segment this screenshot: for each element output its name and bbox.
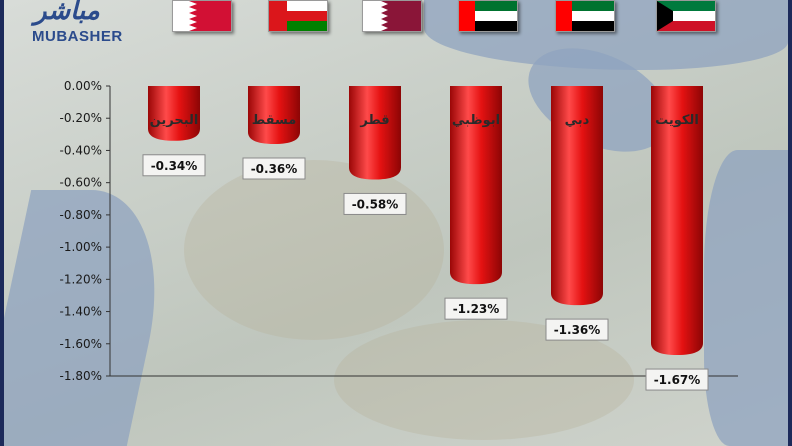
category-label: قطر xyxy=(359,113,389,128)
y-tick-label: -1.60% xyxy=(60,337,102,351)
land-shade-1 xyxy=(184,160,444,340)
data-label: -0.36% xyxy=(251,162,298,176)
category-label: البحرين xyxy=(150,113,199,128)
y-tick-label: -1.80% xyxy=(60,369,102,383)
logo-english: MUBASHER xyxy=(32,28,123,45)
data-label-box xyxy=(645,368,709,391)
y-tick-label: -1.20% xyxy=(60,272,102,286)
bar xyxy=(349,86,401,180)
data-label: -1.23% xyxy=(453,302,500,316)
bar xyxy=(551,86,603,306)
y-tick-label: -0.20% xyxy=(60,111,102,125)
data-label: -0.58% xyxy=(352,197,399,211)
data-label-box xyxy=(545,318,609,341)
bar xyxy=(148,86,200,141)
data-label-box xyxy=(343,192,407,215)
uae-flag-icon-2 xyxy=(555,0,615,32)
qatar-flag-icon xyxy=(362,0,422,32)
data-label-box xyxy=(242,157,306,180)
uae-flag-icon xyxy=(458,0,518,32)
category-label: مسقط xyxy=(252,113,297,128)
data-label-box xyxy=(142,154,206,177)
bar xyxy=(450,86,502,285)
data-label: -0.34% xyxy=(151,159,198,173)
y-tick-label: -0.40% xyxy=(60,143,102,157)
y-tick-label: 0.00% xyxy=(64,79,102,93)
y-tick-label: -0.80% xyxy=(60,208,102,222)
y-tick-label: -0.60% xyxy=(60,176,102,190)
y-tick-label: -1.40% xyxy=(60,305,102,319)
bahrain-flag-icon xyxy=(172,0,232,32)
data-label-box xyxy=(444,297,508,320)
bar xyxy=(651,86,703,356)
category-label: دبي xyxy=(565,113,590,128)
logo-arabic: مباشر xyxy=(34,0,100,26)
category-label: الكويت xyxy=(655,113,699,128)
y-tick-label: -1.00% xyxy=(60,240,102,254)
sea-region-east xyxy=(704,150,788,446)
mubasher-logo: مباشر MUBASHER xyxy=(28,0,128,50)
category-label: ابوظبي xyxy=(452,113,500,128)
data-label: -1.67% xyxy=(654,373,701,387)
kuwait-flag-icon xyxy=(656,0,716,32)
bar xyxy=(248,86,300,144)
oman-flag-icon xyxy=(268,0,328,32)
data-label: -1.36% xyxy=(554,323,601,337)
